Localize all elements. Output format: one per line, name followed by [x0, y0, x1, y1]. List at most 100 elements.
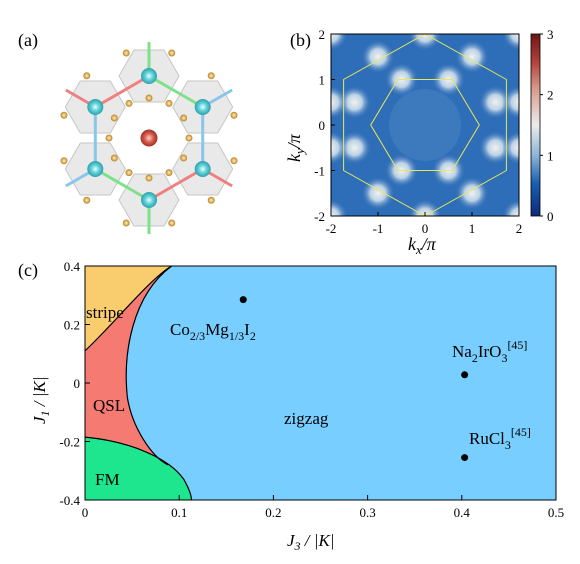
point-label-rucl3: RuCl3[45]	[469, 425, 531, 452]
panel-a-label: (a)	[18, 30, 38, 51]
ligand-atom	[105, 134, 113, 142]
magnetic-ion	[141, 68, 157, 84]
bond	[148, 74, 204, 109]
x-tick-label: 0	[422, 221, 429, 236]
ligand-atom	[165, 169, 173, 177]
intensity-peak	[337, 130, 372, 165]
region-qsl-label: QSL	[93, 396, 125, 415]
y-tick-label: 0	[319, 118, 326, 133]
point-label-co-mg-i: Co2/3Mg1/3I2	[170, 320, 256, 343]
ligand-atom	[180, 114, 188, 122]
point-label-na2iro3: Na2IrO3[45]	[452, 338, 527, 365]
magnetic-ion	[194, 99, 211, 115]
x-tick-label: 0.1	[171, 505, 187, 520]
panel-b-y-ticks: 2 1 0 -1 -2	[314, 27, 335, 224]
x-tick-label: 0.4	[454, 505, 471, 520]
ligand-atom	[60, 111, 68, 119]
bond	[94, 74, 150, 109]
y-tick-label: -0.2	[59, 435, 80, 450]
data-point	[461, 371, 469, 379]
region-stripe-label: stripe	[86, 303, 124, 322]
panel-c-y-ticks: 0.4 0.2 0 -0.2 -0.4	[59, 259, 90, 508]
colorbar-tick-label: 3	[547, 27, 554, 42]
first-brillouin-zone	[370, 79, 480, 171]
ligand-atom	[230, 157, 238, 165]
colorbar-tick-label: 0	[547, 209, 554, 224]
ligand-atom	[125, 169, 133, 177]
bond	[148, 167, 204, 202]
central-region	[389, 89, 461, 161]
data-point	[461, 454, 469, 462]
data-point	[239, 296, 247, 304]
panel-b-x-ticks: -2 -1 0 1 2	[326, 212, 523, 236]
phase-boundary	[125, 265, 173, 466]
ligand-atom	[83, 196, 91, 204]
x-tick-label: -1	[373, 221, 384, 236]
ligand-atom	[125, 99, 133, 107]
region-zigzag-label: zigzag	[284, 409, 329, 428]
intensity-peak	[502, 199, 519, 216]
structure-factor-heatmap	[330, 33, 520, 217]
bond	[94, 167, 150, 202]
phase-boundary	[84, 436, 193, 501]
colorbar-tick-label: 2	[547, 88, 554, 103]
y-tick-label: -2	[314, 209, 325, 224]
magnetic-ion	[141, 192, 157, 208]
ligand-atom	[83, 72, 91, 80]
x-tick-label: 2	[516, 221, 523, 236]
intensity-peak	[337, 85, 372, 120]
intensity-peak	[331, 199, 348, 216]
intensity-peak	[478, 130, 513, 165]
y-tick-label: 1	[319, 73, 326, 88]
panel-b-ylabel: ky/π	[284, 133, 307, 162]
colorbar-tick-label: 1	[547, 148, 554, 163]
y-tick-label: 0.2	[64, 318, 80, 333]
magnetic-ion	[87, 99, 104, 115]
ligand-atom	[145, 94, 153, 102]
intensity-peak	[331, 34, 348, 51]
phase-diagram	[84, 265, 557, 501]
nonmagnetic-ion	[140, 129, 158, 147]
intensity-peak	[502, 34, 519, 51]
panel-b-xlabel: kx/π	[408, 234, 437, 257]
intensity-peak	[478, 85, 513, 120]
ligand-atom	[180, 154, 188, 162]
region-fm	[85, 437, 192, 500]
ligand-atom	[165, 99, 173, 107]
x-tick-label: 0.2	[265, 505, 281, 520]
panel-c-ylabel: J1 / |K|	[30, 377, 52, 424]
panel-c-label: (c)	[18, 260, 38, 281]
panel-c-xlabel: J3 / |K|	[287, 531, 334, 553]
x-tick-label: 0.3	[359, 505, 375, 520]
magnetic-ion	[87, 161, 104, 177]
material-points	[239, 296, 469, 462]
ligand-atom	[207, 72, 215, 80]
region-fm-label: FM	[95, 470, 120, 489]
honeycomb-lattice-structure	[60, 42, 238, 234]
magnetic-ion	[194, 161, 211, 177]
panel-b-label: (b)	[290, 30, 311, 51]
x-tick-label: 0	[82, 505, 89, 520]
ligand-atom	[60, 157, 68, 165]
x-tick-label: -2	[326, 221, 337, 236]
y-tick-label: 2	[319, 27, 326, 42]
ligand-atom	[122, 219, 130, 227]
colorbar-ticks: 3 2 1 0	[540, 27, 554, 224]
y-tick-label: -0.4	[59, 493, 80, 508]
x-tick-label: 1	[469, 221, 476, 236]
ligand-atom	[185, 134, 193, 142]
ligand-atom	[168, 219, 176, 227]
y-tick-label: 0.4	[64, 259, 81, 274]
ligand-atom	[110, 154, 118, 162]
ligand-atom	[230, 111, 238, 119]
y-tick-label: 0	[74, 376, 81, 391]
ligand-atom	[110, 114, 118, 122]
ligand-atom	[207, 196, 215, 204]
ligand-atom	[145, 174, 153, 182]
x-tick-label: 0.5	[548, 505, 564, 520]
y-tick-label: -1	[314, 164, 325, 179]
colorbar	[530, 33, 541, 217]
ligand-atom	[168, 49, 176, 57]
panel-c-x-ticks: 0 0.1 0.2 0.3 0.4 0.5	[82, 495, 564, 520]
